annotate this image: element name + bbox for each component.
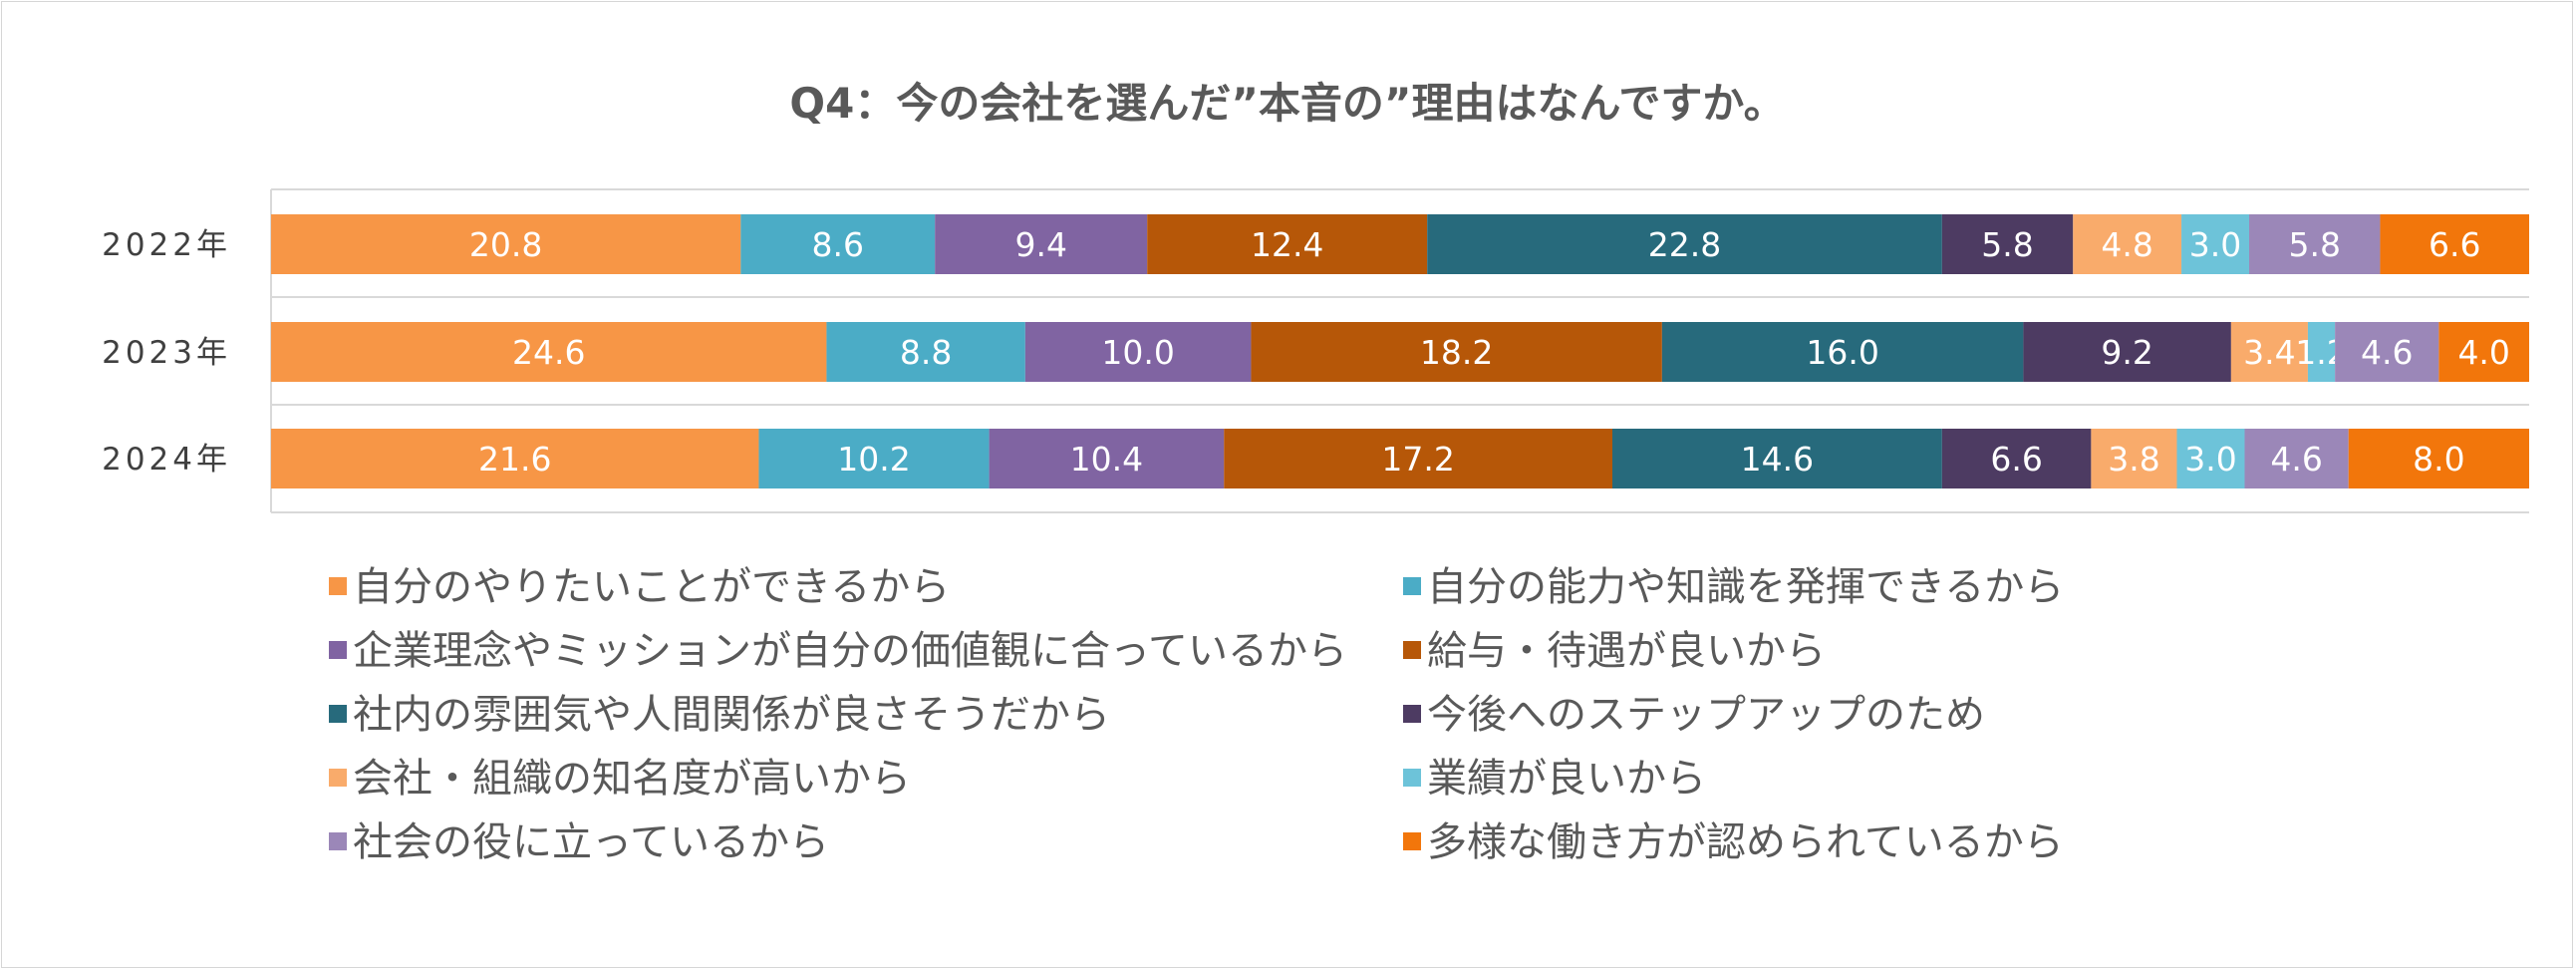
data-label: 3.0 [2184, 440, 2236, 479]
bar-segment [1941, 214, 2074, 274]
plot-area: 2022年 20.8 8.6 9.4 12.4 22.8 5.8 4.8 3.0 5.8 6.6 20… [102, 188, 2529, 513]
bar-segment [2091, 429, 2177, 488]
bar-segment [271, 214, 741, 274]
legend-label: 会社・組織の知名度が高いから [353, 756, 911, 802]
legend: 自分のやりたいことができるから 自分の能力や知識を発揮できるから企業理念やミッショ… [329, 564, 2064, 865]
data-label: 4.6 [2270, 440, 2322, 479]
legend-swatch [1403, 577, 1421, 595]
bar-segment [2249, 214, 2381, 274]
legend-label: 業績が良いから [1427, 756, 1706, 802]
bar-segment [1612, 429, 1942, 488]
data-label: 12.4 [1251, 225, 1323, 264]
data-label: 10.2 [837, 440, 910, 479]
data-label: 14.6 [1741, 440, 1814, 479]
bar-segment [1427, 214, 1942, 274]
data-label: 8.6 [812, 225, 864, 264]
data-label: 8.0 [2413, 440, 2464, 479]
legend-label: 自分の能力や知識を発揮できるから [1427, 564, 2064, 610]
data-label: 3.0 [2189, 225, 2241, 264]
legend-label: 今後へのステップアップのため [1427, 692, 1985, 738]
data-label: 21.6 [478, 440, 551, 479]
bar-segment [2181, 214, 2250, 274]
data-label: 9.2 [2101, 333, 2152, 372]
data-label: 3.8 [2108, 440, 2159, 479]
legend-label: 多様な働き方が認められているから [1427, 819, 2064, 865]
legend-label: 社会の役に立っているから [353, 819, 829, 865]
data-label: 4.6 [2361, 333, 2413, 372]
data-label: 8.8 [900, 333, 952, 372]
bar-segment [2244, 429, 2349, 488]
bar-segment [2335, 322, 2439, 382]
bar-segment [2380, 214, 2529, 274]
legend-swatch [329, 577, 347, 595]
data-label: 20.8 [469, 225, 542, 264]
bar-segment [935, 214, 1148, 274]
bar-segment [1661, 322, 2024, 382]
legend-swatch [1403, 832, 1421, 850]
data-label: 17.2 [1381, 440, 1454, 479]
bar-segment [740, 214, 936, 274]
bar-segment [1147, 214, 1428, 274]
bar-segment [2023, 322, 2231, 382]
legend-label: 社内の雰囲気や人間関係が良さそうだから [353, 692, 1110, 738]
data-label: 6.6 [1990, 440, 2042, 479]
data-label: 24.6 [512, 333, 585, 372]
bar-segment [2307, 322, 2336, 382]
y-tick-label: 2023年 [102, 335, 231, 371]
bar-segment [2438, 322, 2529, 382]
bar-segment [2176, 429, 2245, 488]
bar-segment [2230, 322, 2308, 382]
data-label: 4.8 [2101, 225, 2152, 264]
data-label: 22.8 [1648, 225, 1721, 264]
bar-segment [826, 322, 1025, 382]
data-label: 5.8 [2288, 225, 2340, 264]
data-label: 4.0 [2457, 333, 2509, 372]
data-label: 5.8 [1981, 225, 2033, 264]
legend-swatch [329, 769, 347, 787]
data-label: 3.4 [2243, 333, 2295, 372]
legend-swatch [329, 641, 347, 659]
chart-title: Q4：今の会社を選んだ”本音の”理由はなんですか。 [789, 79, 1785, 128]
y-tick-label: 2022年 [102, 227, 231, 263]
legend-label: 企業理念やミッションが自分の価値観に合っているから [353, 628, 1347, 674]
data-label: 18.2 [1420, 333, 1493, 372]
legend-label: 給与・待遇が良いから [1427, 628, 1826, 674]
data-label: 10.0 [1101, 333, 1174, 372]
legend-swatch [329, 832, 347, 850]
data-label: 6.6 [2429, 225, 2480, 264]
legend-swatch [1403, 705, 1421, 723]
legend-swatch [1403, 641, 1421, 659]
bar-segment [1224, 429, 1613, 488]
bar-segment [2348, 429, 2529, 488]
data-label: 16.0 [1806, 333, 1878, 372]
legend-swatch [329, 705, 347, 723]
bar-segment [1024, 322, 1252, 382]
bar-segment [1941, 429, 2092, 488]
data-label: 10.4 [1070, 440, 1143, 479]
bar-segment [271, 429, 759, 488]
bar-segment [1251, 322, 1662, 382]
legend-label: 自分のやりたいことができるから [353, 564, 950, 610]
legend-swatch [1403, 769, 1421, 787]
bar-segment [2073, 214, 2182, 274]
bar-segment [989, 429, 1225, 488]
bar-segment [758, 429, 990, 488]
bar-segment [271, 322, 827, 382]
y-tick-label: 2024年 [102, 442, 231, 478]
data-label: 9.4 [1014, 225, 1066, 264]
